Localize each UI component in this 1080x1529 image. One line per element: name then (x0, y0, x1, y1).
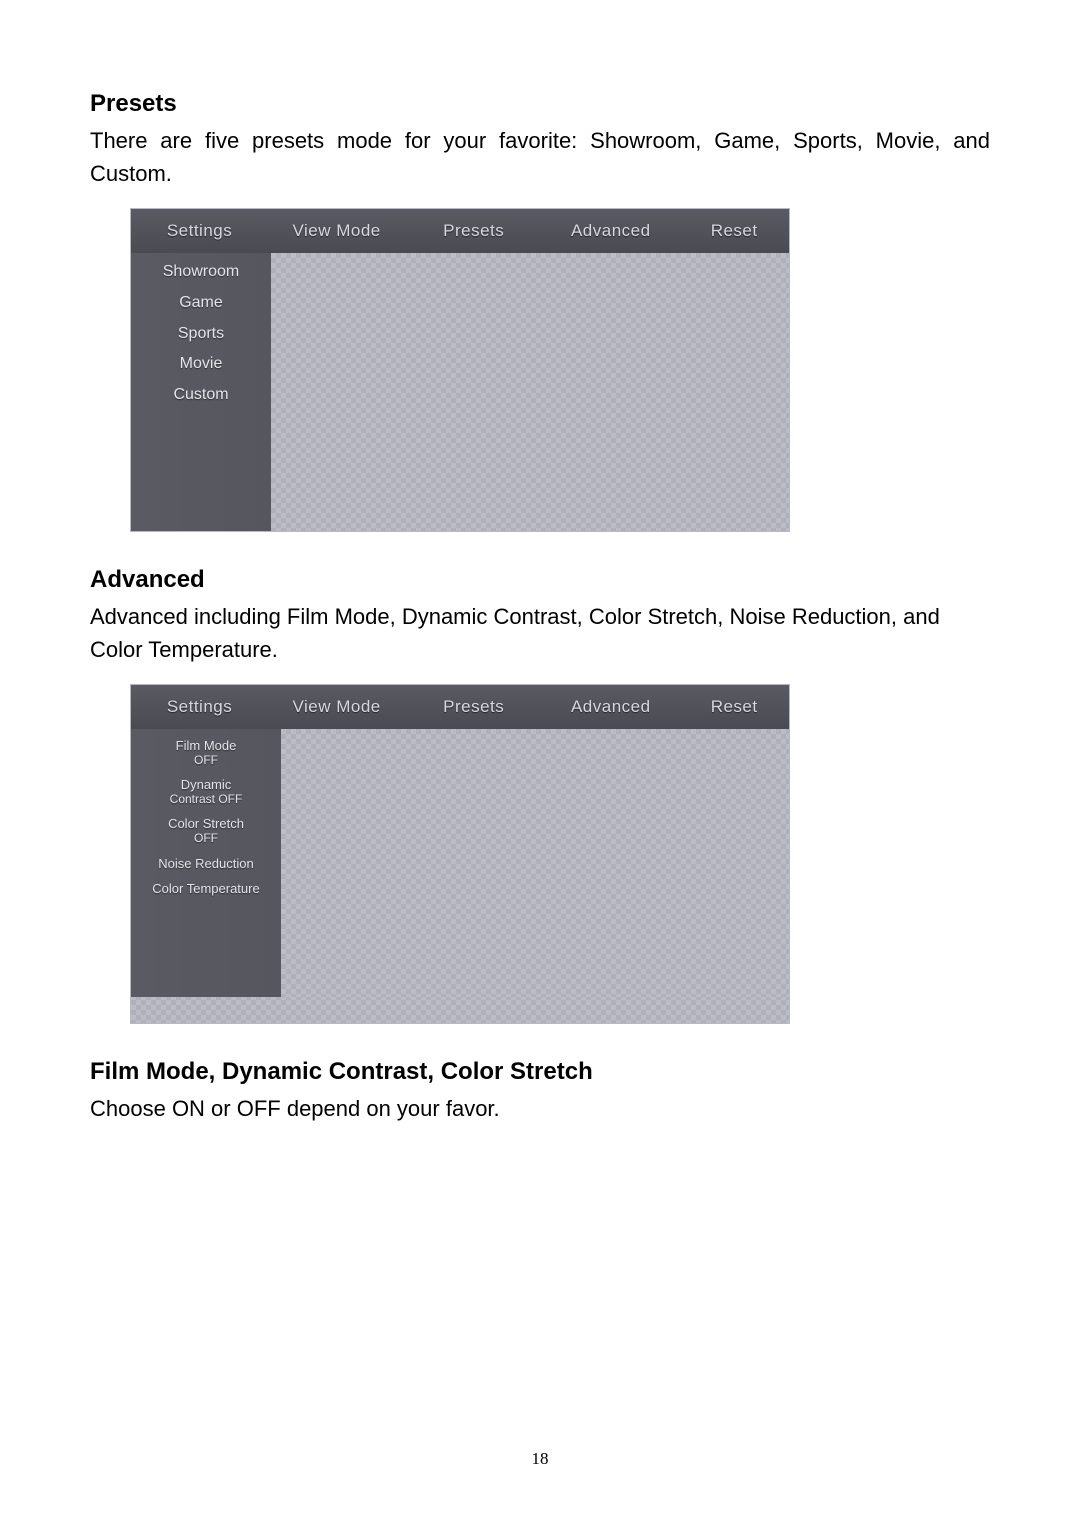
tab-reset[interactable]: Reset (679, 221, 789, 241)
tab-reset[interactable]: Reset (679, 697, 789, 717)
menu-content-area (271, 253, 789, 531)
sidebar-item-showroom[interactable]: Showroom (131, 257, 271, 288)
text-presets: There are five presets mode for your fav… (90, 124, 990, 190)
sidebar-item-dynamic-contrast[interactable]: Dynamic Contrast OFF (131, 772, 281, 811)
label: Dynamic (181, 777, 232, 792)
value: Contrast OFF (135, 793, 277, 806)
label: Film Mode (176, 738, 237, 753)
label: Color Stretch (168, 816, 244, 831)
tab-presets[interactable]: Presets (405, 697, 542, 717)
value: OFF (135, 754, 277, 767)
sidebar-item-sports[interactable]: Sports (131, 319, 271, 350)
page-number: 18 (0, 1449, 1080, 1469)
sidebar-item-color-stretch[interactable]: Color Stretch OFF (131, 811, 281, 850)
text-film-mode: Choose ON or OFF depend on your favor. (90, 1092, 990, 1125)
label: Noise Reduction (158, 856, 253, 871)
advanced-menu-screenshot: Settings View Mode Presets Advanced Rese… (130, 684, 790, 1024)
tab-settings[interactable]: Settings (131, 697, 268, 717)
menu-tabs: Settings View Mode Presets Advanced Rese… (131, 685, 789, 729)
presets-sidebar: Showroom Game Sports Movie Custom (131, 253, 271, 531)
advanced-sidebar: Film Mode OFF Dynamic Contrast OFF Color… (131, 729, 281, 997)
tab-advanced[interactable]: Advanced (542, 697, 679, 717)
value: OFF (135, 832, 277, 845)
menu-tabs: Settings View Mode Presets Advanced Rese… (131, 209, 789, 253)
tab-view-mode[interactable]: View Mode (268, 221, 405, 241)
label: Color Temperature (152, 881, 259, 896)
presets-menu-screenshot: Settings View Mode Presets Advanced Rese… (130, 208, 790, 532)
sidebar-item-film-mode[interactable]: Film Mode OFF (131, 733, 281, 772)
tab-settings[interactable]: Settings (131, 221, 268, 241)
sidebar-item-color-temperature[interactable]: Color Temperature (131, 876, 281, 902)
tab-view-mode[interactable]: View Mode (268, 697, 405, 717)
sidebar-item-noise-reduction[interactable]: Noise Reduction (131, 851, 281, 877)
text-advanced: Advanced including Film Mode, Dynamic Co… (90, 600, 990, 666)
menu-content-area (281, 729, 789, 997)
sidebar-item-custom[interactable]: Custom (131, 380, 271, 411)
sidebar-item-movie[interactable]: Movie (131, 349, 271, 380)
heading-presets: Presets (90, 90, 990, 118)
heading-film-mode: Film Mode, Dynamic Contrast, Color Stret… (90, 1058, 990, 1086)
tab-advanced[interactable]: Advanced (542, 221, 679, 241)
sidebar-item-game[interactable]: Game (131, 288, 271, 319)
tab-presets[interactable]: Presets (405, 221, 542, 241)
heading-advanced: Advanced (90, 566, 990, 594)
